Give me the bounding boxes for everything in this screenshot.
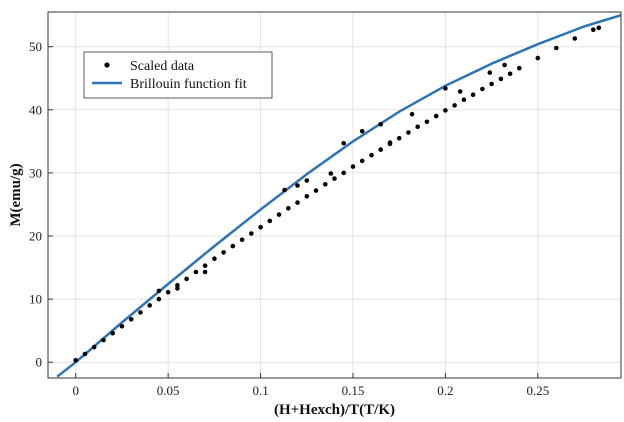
data-point [230,243,236,249]
x-tick-label: 0.15 [342,383,365,398]
data-point [409,111,415,117]
data-point [147,303,152,308]
data-point [156,288,162,294]
x-tick-label: 0.2 [437,383,453,398]
data-point [489,81,494,87]
data-point [282,187,287,193]
data-point [387,140,393,145]
legend-scatter-marker [104,62,110,68]
data-point [443,86,448,91]
data-point [304,194,310,199]
data-point [396,135,402,141]
data-point [443,108,448,113]
data-point [433,113,439,119]
data-point [596,25,602,31]
data-point [470,92,476,97]
axes-box [47,11,622,379]
y-tick-label: 20 [29,229,42,244]
y-axis-label: M(emu/g) [8,163,24,226]
data-point [457,89,463,94]
data-point [202,263,208,269]
data-point [535,55,541,61]
data-point [175,282,180,288]
data-point [415,124,421,130]
data-point [202,269,208,275]
data-point [286,206,291,211]
data-point [175,286,180,291]
data-point [119,324,125,329]
data-point [323,182,328,187]
data-point [328,171,334,176]
data-point [212,256,217,262]
y-tick-label: 0 [36,355,43,370]
data-point [267,218,273,224]
brillouin-fit-line [56,14,621,378]
data-point [498,76,504,82]
data-point [341,141,347,146]
x-tick-label: 0.1 [252,383,268,398]
x-tick-label: 0 [72,383,79,398]
data-point [406,130,411,135]
data-point [249,231,254,236]
data-point [554,45,559,51]
data-point [193,269,199,275]
data-point [304,178,310,183]
data-point [341,170,347,176]
y-tick-label: 50 [29,39,42,54]
data-point [591,27,596,32]
data-point [110,330,115,336]
data-point [378,122,384,127]
data-point [156,296,162,302]
data-point [369,152,374,158]
x-tick-label: 0.05 [157,383,180,398]
data-point [165,289,171,295]
data-point [507,71,513,77]
data-point [295,200,300,205]
data-point [82,351,88,357]
data-point [73,358,78,363]
data-point [313,188,319,193]
x-tick-label: 0.25 [526,383,549,398]
data-point [452,103,457,108]
data-point [258,224,263,230]
fit-line-layer [56,14,621,378]
data-point [480,86,485,92]
data-point [332,176,337,181]
data-point [91,344,97,350]
data-point [502,62,507,68]
y-tick-label: 10 [29,292,42,307]
x-axis-label: (H+Hexch)/T(T/K) [274,402,395,418]
data-point [276,212,282,217]
data-point [487,70,493,75]
x-ticks: 0 0.05 0.1 0.15 0.2 0.25 [72,373,549,398]
data-point [138,310,143,315]
data-point [350,164,356,169]
data-point [461,97,467,102]
legend: Scaled data Brillouin function fit [83,51,273,99]
data-point [221,250,226,255]
data-point [295,183,300,188]
data-point [239,237,245,243]
data-point [572,36,578,41]
data-point [101,337,106,343]
y-tick-label: 40 [29,102,42,117]
data-points [73,25,602,363]
legend-box [83,51,273,99]
data-point [128,317,134,322]
legend-entry-scaled-data: Scaled data [130,59,195,74]
legend-entry-brillouin-fit: Brillouin function fit [130,77,247,92]
y-tick-label: 30 [29,165,42,180]
data-point [517,65,522,71]
data-point [359,129,365,134]
data-point [359,158,365,164]
y-ticks: 0 10 20 30 40 50 [29,39,53,370]
data-point [378,147,384,152]
data-point [184,276,189,282]
data-point [424,119,430,125]
